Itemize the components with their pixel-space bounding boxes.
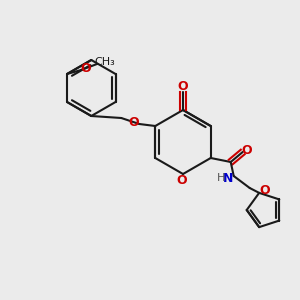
Text: O: O — [178, 80, 188, 94]
Text: O: O — [81, 61, 92, 74]
Text: O: O — [177, 173, 187, 187]
Text: N: N — [223, 172, 233, 184]
Text: O: O — [260, 184, 271, 197]
Text: O: O — [242, 143, 252, 157]
Text: O: O — [128, 116, 139, 130]
Text: CH₃: CH₃ — [95, 57, 116, 67]
Text: H: H — [217, 173, 225, 183]
